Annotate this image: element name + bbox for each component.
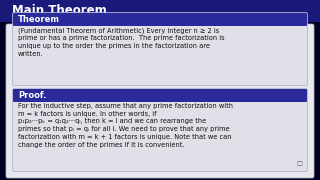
- Text: Theorem: Theorem: [18, 15, 60, 24]
- Text: □: □: [296, 161, 302, 166]
- Text: Main Theorem: Main Theorem: [12, 4, 107, 17]
- Text: Proof.: Proof.: [18, 91, 46, 100]
- FancyBboxPatch shape: [12, 89, 308, 172]
- FancyBboxPatch shape: [13, 13, 307, 26]
- Text: For the inductive step, assume that any prime factorization with
m = k factors i: For the inductive step, assume that any …: [18, 103, 233, 148]
- Bar: [0, 0, 320, 22]
- FancyBboxPatch shape: [12, 12, 308, 86]
- FancyBboxPatch shape: [13, 89, 307, 102]
- FancyBboxPatch shape: [6, 24, 314, 178]
- Text: (Fundamental Theorem of Arithmetic) Every integer n ≥ 2 is
prime or has a prime : (Fundamental Theorem of Arithmetic) Ever…: [18, 27, 225, 57]
